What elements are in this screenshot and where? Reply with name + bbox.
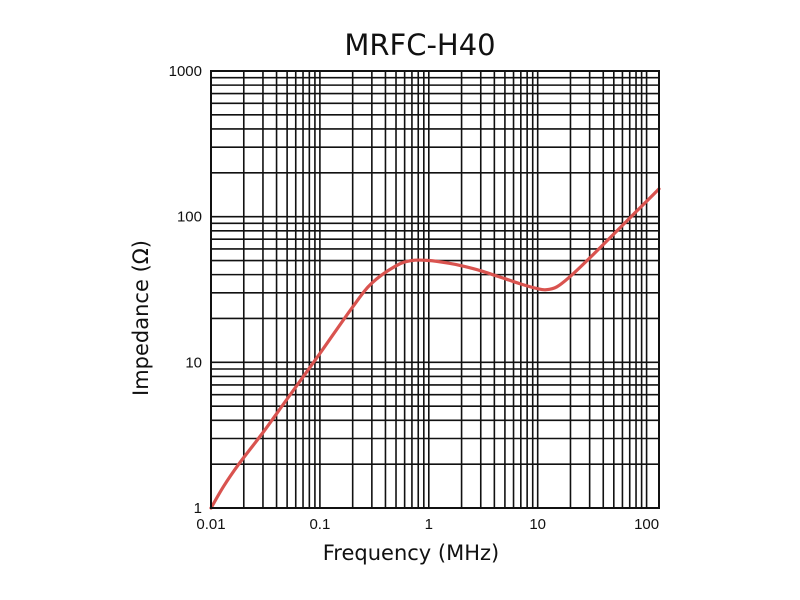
plot-frame bbox=[210, 70, 660, 509]
x-tick-label: 0.01 bbox=[196, 516, 225, 533]
y-tick-label: 1000 bbox=[169, 63, 202, 80]
y-tick-label: 10 bbox=[185, 354, 202, 371]
x-tick-label: 10 bbox=[529, 516, 546, 533]
series-layer bbox=[209, 187, 661, 510]
x-tick-label: 100 bbox=[634, 516, 659, 533]
grid bbox=[211, 71, 659, 508]
chart-title: MRFC-H40 bbox=[344, 28, 495, 62]
x-axis-label: Frequency (MHz) bbox=[323, 541, 499, 565]
impedance-curve bbox=[209, 187, 661, 510]
y-tick-label: 100 bbox=[177, 209, 202, 226]
x-tick-label: 1 bbox=[425, 516, 433, 533]
x-tick-label: 0.1 bbox=[309, 516, 330, 533]
y-tick-label: 1 bbox=[194, 500, 202, 517]
tick-labels: 0.01 0.1 1 10 100 1 10 100 1000 bbox=[169, 63, 659, 533]
y-axis-label: Impedance (Ω) bbox=[129, 240, 153, 396]
